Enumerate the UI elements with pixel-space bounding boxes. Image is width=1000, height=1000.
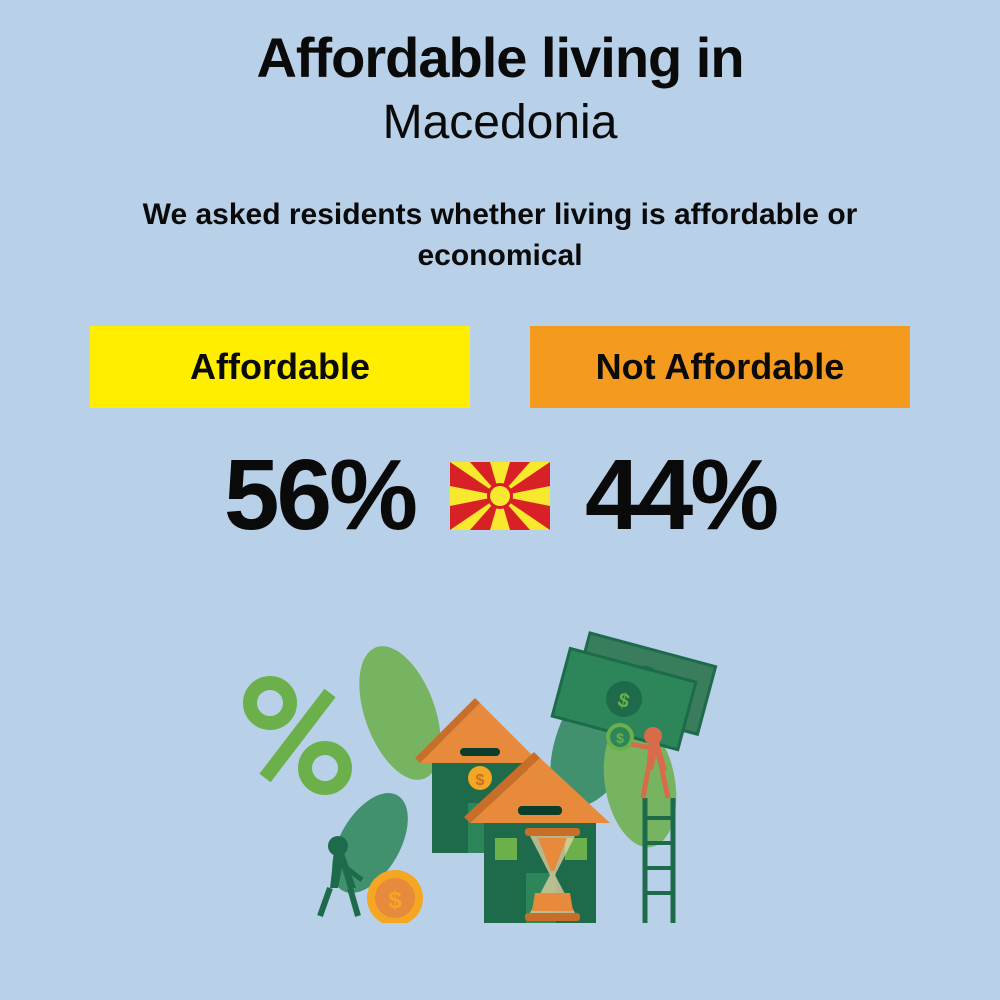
percent-icon [250, 683, 345, 788]
affordable-badge: Affordable [90, 326, 470, 408]
svg-text:$: $ [476, 772, 485, 789]
ladder-icon [645, 798, 673, 923]
description-text: We asked residents whether living is aff… [100, 195, 900, 276]
not-affordable-percentage: 44% [585, 438, 776, 553]
percentage-row: 56% 44% [224, 438, 776, 553]
svg-text:$: $ [616, 730, 624, 746]
coin-icon: $ [606, 723, 634, 751]
not-affordable-badge: Not Affordable [530, 326, 910, 408]
main-title: Affordable living in [256, 25, 743, 90]
affordable-percentage: 56% [224, 438, 415, 553]
result-badges: Affordable Not Affordable [90, 326, 910, 408]
infographic-container: Affordable living in Macedonia We asked … [0, 0, 1000, 1000]
subtitle: Macedonia [383, 95, 618, 150]
savings-illustration: $ $ [220, 603, 780, 923]
macedonia-flag-icon [450, 462, 550, 530]
svg-text:$: $ [388, 887, 402, 914]
